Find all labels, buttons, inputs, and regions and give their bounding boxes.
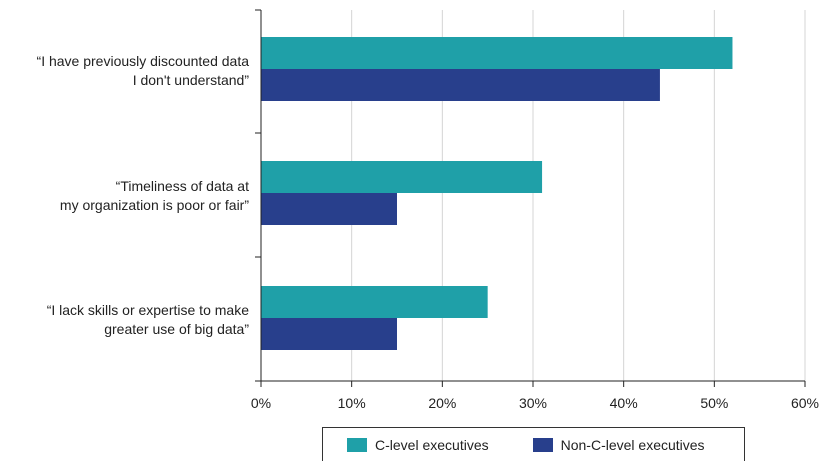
category-label-line: “I lack skills or expertise to make [46, 302, 249, 318]
bar-non-c-level-3 [261, 318, 397, 350]
legend-swatch-non-c-level [532, 437, 553, 452]
axes [255, 9, 806, 387]
legend-label-non-c-level: Non-C-level executives [560, 436, 705, 453]
category-label-line: my organization is poor or fair” [59, 197, 249, 213]
x-tick-label: 10% [338, 395, 366, 411]
x-tick-label: 60% [791, 395, 819, 411]
legend-item-c-level: C-level executives [347, 437, 489, 453]
bar-non-c-level-1 [261, 69, 660, 101]
legend-label-c-level: C-level executives [375, 436, 489, 453]
bar-c-level-1 [261, 37, 733, 69]
legend-item-non-c-level: Non-C-level executives [532, 436, 705, 453]
x-tick-label: 0% [251, 395, 271, 411]
category-label-1: “I have previously discounted data I don'… [37, 52, 249, 90]
category-label-line: I don't understand” [132, 72, 249, 88]
bar-non-c-level-2 [261, 193, 397, 225]
x-tick-label: 40% [610, 395, 638, 411]
bar-c-level-3 [261, 286, 488, 318]
x-tick-label: 20% [428, 395, 456, 411]
category-label-3: “I lack skills or expertise to make great… [47, 301, 249, 339]
x-axis-tick-labels: 0% 10% 20% 30% 40% 50% 60% [251, 395, 819, 411]
x-tick-label: 30% [519, 395, 547, 411]
category-label-line: “Timeliness of data at [115, 178, 249, 194]
bars [261, 37, 733, 350]
category-label-line: “I have previously discounted data [36, 53, 249, 69]
bar-c-level-2 [261, 161, 543, 193]
category-label-2: “Timeliness of data at my organization is… [60, 177, 249, 215]
legend-swatch-c-level [347, 437, 367, 452]
category-label-line: greater use of big data” [104, 321, 249, 337]
x-tick-label: 50% [700, 395, 728, 411]
legend: C-level executives Non-C-level executive… [322, 427, 745, 461]
